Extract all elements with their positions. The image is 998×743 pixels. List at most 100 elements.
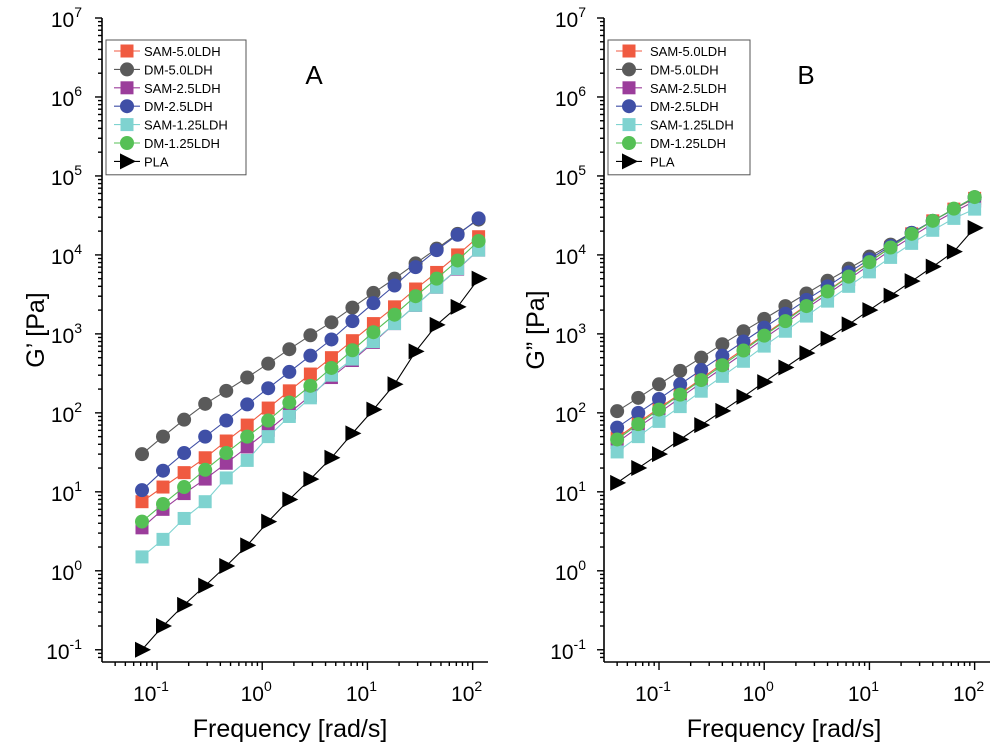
charta-data-point (261, 381, 276, 396)
charta-data-point (240, 418, 254, 432)
charta-data-point (429, 316, 446, 333)
charta-data-point (471, 234, 486, 249)
charta-data-point (155, 497, 170, 512)
charta-data-point (345, 314, 360, 329)
charta-data-point (198, 451, 212, 465)
chartb-data-point (694, 362, 709, 377)
chartb-data-point (694, 373, 709, 388)
charta-data-point (177, 446, 192, 461)
chartb-y-tick-label: 102 (555, 399, 586, 427)
charta-data-point (345, 300, 360, 315)
charta-data-point (261, 356, 276, 371)
chartb-series-line (616, 197, 975, 439)
charta-y-tick-label: 100 (51, 557, 82, 585)
charta-legend-marker (120, 99, 134, 114)
chartb-data-point (821, 294, 835, 308)
charta-panel: 10-1 100 101 102 103 104 105 106 107 10-1 100 101 10… (22, 4, 488, 743)
chartb-x-tick-label: 102 (953, 678, 984, 706)
charta-y-axis-label: G’ [Pa] (22, 292, 50, 368)
chartb-data-point (946, 243, 963, 260)
chartb-series-sam-1-25ldh (610, 202, 982, 459)
charta-data-point (366, 325, 381, 340)
chartb-data-point (736, 343, 751, 358)
chartb-data-point (736, 388, 753, 405)
chartb-data-point (968, 202, 982, 216)
charta-data-point (450, 227, 465, 242)
chartb-data-point (799, 299, 814, 314)
charta-legend-label: DM-1.25LDH (144, 136, 220, 151)
charta-data-point (282, 491, 299, 508)
chartb-data-point (862, 302, 879, 319)
chartb-data-point (694, 417, 711, 434)
charta-x-tick-label: 102 (451, 678, 482, 706)
chartb-legend-marker (622, 99, 636, 114)
charta-legend-marker (120, 153, 136, 170)
charta-data-point (219, 413, 234, 428)
chartb-data-point (884, 250, 898, 264)
chartb-data-point (715, 348, 730, 363)
chartb-x-tick-label: 100 (743, 678, 774, 706)
chartb-y-tick-label: 10-1 (550, 636, 586, 664)
charta-x-tick-label: 100 (241, 678, 272, 706)
charta-data-point (156, 532, 170, 546)
charta-data-point (177, 511, 191, 525)
charta-data-point (198, 429, 213, 444)
chartb-x-axis-label: Frequency [rad/s] (687, 715, 882, 743)
chartb-legend-marker (622, 153, 638, 170)
charta-data-point (303, 328, 318, 343)
charta-data-point (240, 537, 257, 554)
chartb-series-sam-5-0ldh (610, 191, 982, 445)
charta-series-dm-2-5ldh (135, 211, 486, 498)
chartb-legend-marker (622, 62, 636, 77)
chartb-y-tick-label: 101 (555, 478, 586, 506)
charta-data-point (303, 348, 318, 363)
charta-data-point (282, 395, 297, 410)
chartb-data-point (967, 190, 982, 205)
chartb-legend-label: DM-1.25LDH (650, 136, 726, 151)
charta-y-tick-label: 10-1 (46, 636, 82, 664)
chartb-data-point (778, 324, 792, 338)
chartb-data-point (946, 201, 961, 216)
charta-data-point (177, 480, 192, 495)
chartb-data-point (652, 377, 667, 392)
chartb-data-point (757, 339, 771, 353)
charta-data-point (177, 412, 192, 427)
chartb-data-point (631, 405, 646, 420)
chartb-data-point (694, 350, 709, 365)
chartb-data-point (967, 219, 984, 236)
chartb-legend-label: SAM-5.0LDH (650, 44, 727, 59)
charta-data-point (135, 550, 149, 564)
charta-data-point (303, 367, 317, 381)
chartb-data-point (631, 430, 645, 444)
chartb-legend-marker (622, 44, 636, 58)
charta-data-point (155, 617, 172, 634)
charta-data-point (240, 453, 254, 467)
charta-y-tick-label: 106 (51, 83, 82, 111)
chartb-series-line (616, 208, 975, 453)
charta-data-point (303, 471, 320, 488)
charta-data-point (282, 342, 297, 357)
charta-data-point (198, 495, 212, 509)
charta-data-point (387, 376, 404, 393)
chartb-data-point (673, 363, 688, 378)
charta-legend-label: SAM-2.5LDH (144, 81, 221, 96)
charta-data-point (450, 298, 467, 315)
chartb-data-point (610, 432, 625, 447)
chartb-data-point (631, 417, 646, 432)
charta-data-point (219, 558, 236, 575)
charta-legend-label: DM-2.5LDH (144, 99, 213, 114)
chartb-data-point (820, 330, 837, 347)
charta-data-point (345, 343, 360, 358)
chartb-y-tick-label: 106 (555, 83, 586, 111)
charta-data-point (324, 351, 338, 365)
chartb-data-point (904, 226, 919, 241)
chartb-y-tick-label: 107 (555, 4, 586, 32)
charta-data-point (219, 456, 233, 470)
charta-data-point (282, 384, 296, 398)
charta-y-tick-label: 102 (51, 399, 82, 427)
charta-legend-label: SAM-5.0LDH (144, 44, 221, 59)
chartb-x-tick-label: 10-1 (635, 678, 671, 706)
charta-legend-marker (120, 44, 134, 58)
charta-data-point (282, 364, 297, 379)
